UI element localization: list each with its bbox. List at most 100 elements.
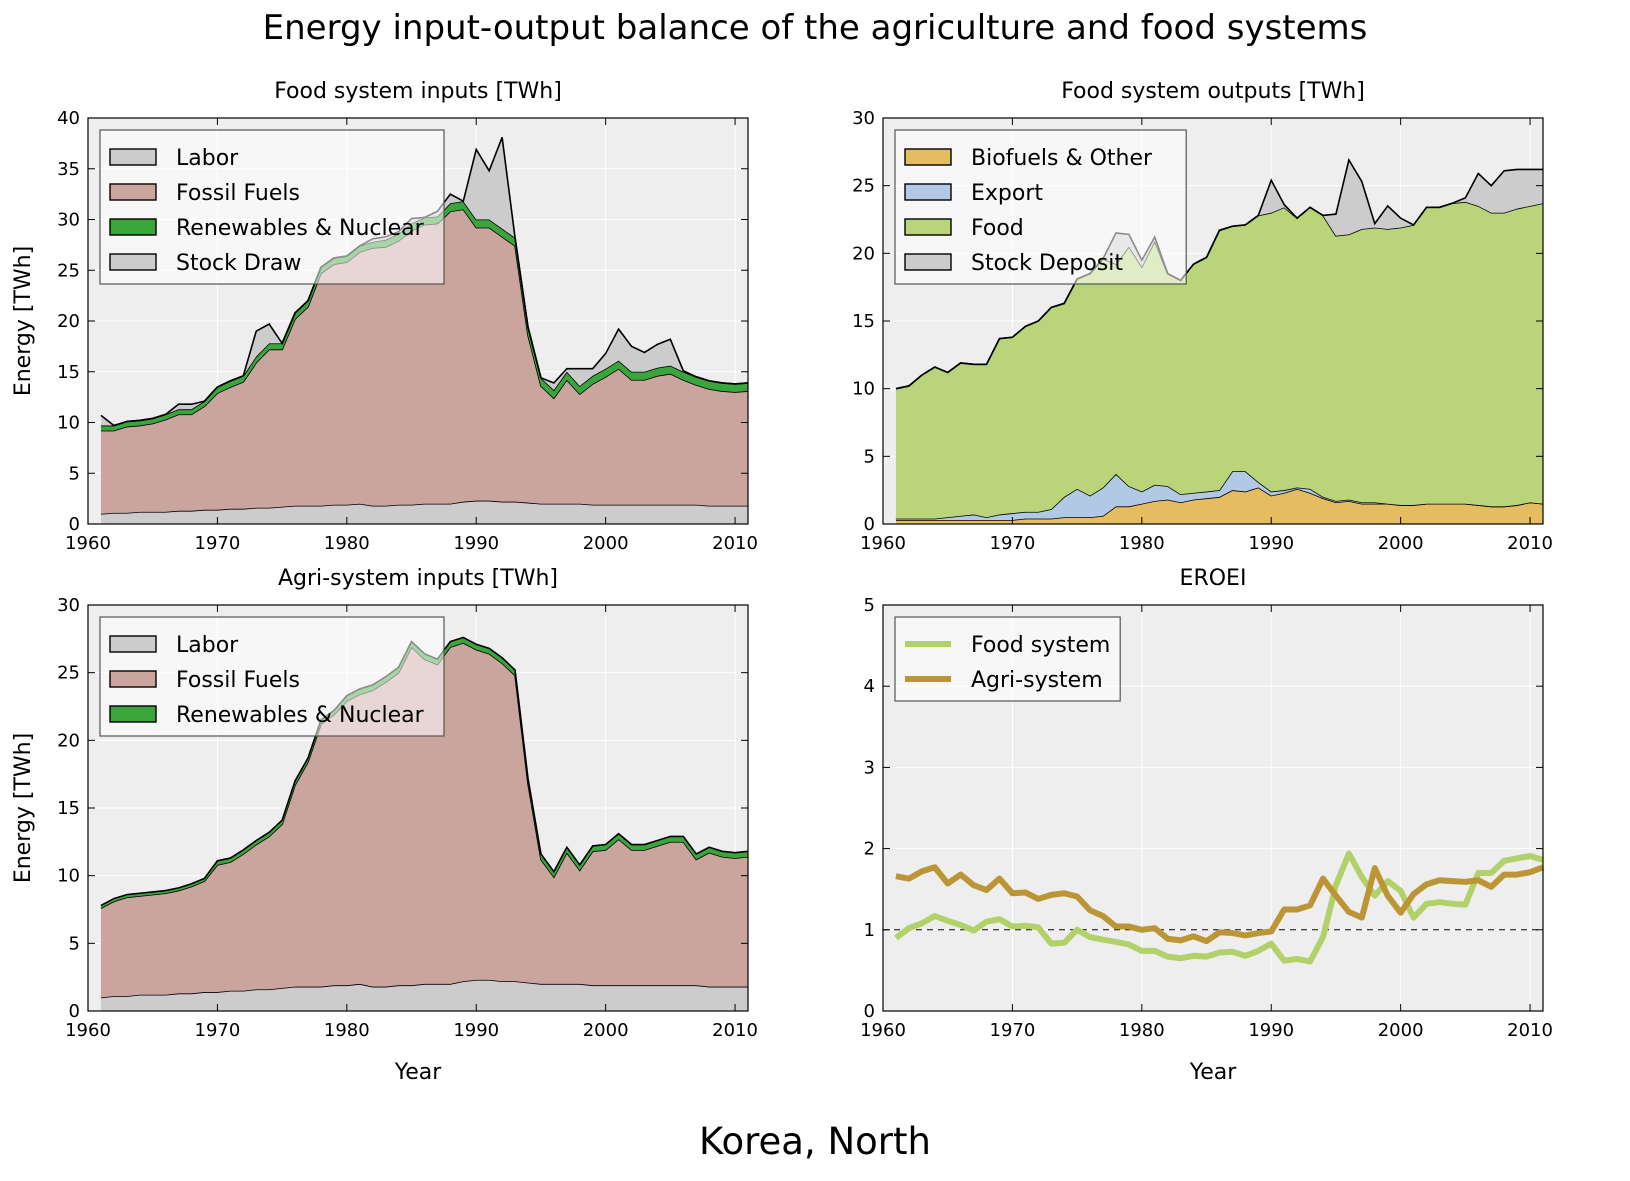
line-food-system: [894, 850, 1544, 965]
x-tick-label: 1960: [860, 533, 906, 554]
legend: Labor Fossil Fuels Renewables & Nuclear Sto…: [99, 129, 445, 285]
legend-label: Labor: [176, 633, 239, 658]
y-tick-label: 15: [57, 798, 80, 819]
x-tick-label: 1960: [860, 1020, 906, 1041]
chart-agri-inputs: 1960 1970 1980 1990 2000 2010 0 5 10 15 20 25 30 Agri…: [11, 566, 758, 1085]
area-fossil-fuels: [100, 209, 749, 514]
y-tick-label: 5: [69, 463, 80, 484]
area-fossil-fuels: [100, 642, 749, 998]
y-tick-label: 0: [69, 1001, 80, 1022]
legend-label: Stock Deposit: [971, 251, 1123, 276]
chart-eroei: 1960 1970 1980 1990 2000 2010 0 1 2 3 4 5 EROEI Year F…: [860, 566, 1553, 1085]
area-labor: [100, 500, 749, 524]
x-tick-label: 2000: [1378, 1020, 1424, 1041]
chart-food-inputs: 1960 1970 1980 1990 2000 2010 0 5 10 15 20 25 30 35 40…: [11, 79, 758, 554]
legend-label: Labor: [176, 146, 239, 171]
country-label: Korea, North: [699, 1120, 931, 1163]
chart-title: Food system inputs [TWh]: [274, 79, 562, 104]
legend-label: Fossil Fuels: [176, 668, 300, 693]
x-axis-label: Year: [1189, 1060, 1238, 1085]
x-axis-label: Year: [394, 1060, 443, 1085]
y-tick-label: 2: [864, 839, 875, 860]
y-tick-label: 3: [864, 757, 875, 778]
y-tick-label: 0: [69, 514, 80, 535]
x-tick-label: 1990: [1248, 1020, 1294, 1041]
y-tick-label: 4: [864, 676, 875, 697]
legend-label: Fossil Fuels: [176, 181, 300, 206]
area-stock-deposit: [895, 159, 1543, 389]
y-tick-label: 20: [57, 311, 80, 332]
y-tick-label: 10: [852, 379, 875, 400]
chart-title: Food system outputs [TWh]: [1061, 79, 1365, 104]
y-tick-label: 15: [852, 311, 875, 332]
legend-swatch: [109, 183, 157, 201]
legend-swatch: [904, 253, 952, 271]
area-renewables-nuclear: [100, 637, 749, 909]
x-tick-label: 1960: [65, 1020, 111, 1041]
y-tick-label: 5: [864, 446, 875, 467]
x-tick-label: 2010: [712, 533, 758, 554]
x-tick-label: 2000: [583, 1020, 629, 1041]
y-tick-label: 1: [864, 920, 875, 941]
legend-swatch: [109, 635, 157, 653]
legend-swatch: [109, 705, 157, 723]
y-tick-label: 30: [57, 210, 80, 231]
legend-swatch: [109, 670, 157, 688]
x-tick-label: 2010: [1507, 1020, 1553, 1041]
legend: Food system Agri-system: [894, 616, 1121, 702]
y-tick-label: 25: [57, 663, 80, 684]
legend-swatch: [109, 218, 157, 236]
y-tick-label: 25: [852, 176, 875, 197]
chart-food-outputs: 1960 1970 1980 1990 2000 2010 0 5 10 15 20 25 30 Food…: [852, 79, 1553, 554]
y-tick-label: 0: [864, 1001, 875, 1022]
y-tick-label: 20: [57, 730, 80, 751]
x-tick-label: 1970: [990, 1020, 1036, 1041]
x-tick-label: 1960: [65, 533, 111, 554]
legend: Labor Fossil Fuels Renewables & Nuclear: [99, 616, 445, 737]
y-tick-label: 30: [852, 108, 875, 129]
y-tick-label: 10: [57, 866, 80, 887]
line-agri-system: [895, 864, 1545, 945]
y-tick-label: 30: [57, 595, 80, 616]
y-tick-label: 20: [852, 243, 875, 264]
y-axis-label: Energy [TWh]: [11, 246, 36, 396]
x-tick-label: 1970: [990, 533, 1036, 554]
x-tick-label: 1990: [453, 533, 499, 554]
legend-label: Renewables & Nuclear: [176, 216, 425, 241]
y-axis-label: Energy [TWh]: [11, 733, 36, 883]
legend-label: Biofuels & Other: [971, 146, 1153, 171]
y-tick-label: 25: [57, 260, 80, 281]
x-tick-label: 1980: [324, 1020, 370, 1041]
axes-frame: [882, 604, 1544, 1012]
x-tick-label: 1970: [195, 1020, 241, 1041]
y-tick-label: 0: [864, 514, 875, 535]
figure-title: Energy input-output balance of the agric…: [262, 8, 1368, 48]
chart-title: Agri-system inputs [TWh]: [278, 566, 558, 591]
legend-label: Food system: [971, 633, 1110, 658]
chart-title: EROEI: [1180, 566, 1247, 591]
legend: Biofuels & Other Export Food Stock Deposit: [894, 129, 1187, 285]
x-tick-label: 2000: [583, 533, 629, 554]
y-tick-label: 15: [57, 362, 80, 383]
y-tick-label: 10: [57, 413, 80, 434]
y-tick-label: 5: [864, 595, 875, 616]
y-tick-label: 5: [69, 933, 80, 954]
legend-label: Export: [971, 181, 1043, 206]
x-tick-label: 1980: [1119, 1020, 1165, 1041]
area-edge-stock-deposit: [895, 157, 1543, 390]
x-tick-label: 1980: [1119, 533, 1165, 554]
x-tick-label: 1980: [324, 533, 370, 554]
legend-box: [894, 616, 1121, 702]
x-tick-label: 2000: [1378, 533, 1424, 554]
x-tick-label: 1970: [195, 533, 241, 554]
legend-swatch: [904, 218, 952, 236]
legend-swatch: [904, 148, 952, 166]
legend-box: [99, 616, 445, 737]
y-tick-label: 40: [57, 108, 80, 129]
area-food: [895, 201, 1543, 519]
legend-label: Stock Draw: [176, 251, 301, 276]
legend-swatch: [904, 183, 952, 201]
area-labor: [100, 979, 749, 1011]
x-tick-label: 2010: [1507, 533, 1553, 554]
